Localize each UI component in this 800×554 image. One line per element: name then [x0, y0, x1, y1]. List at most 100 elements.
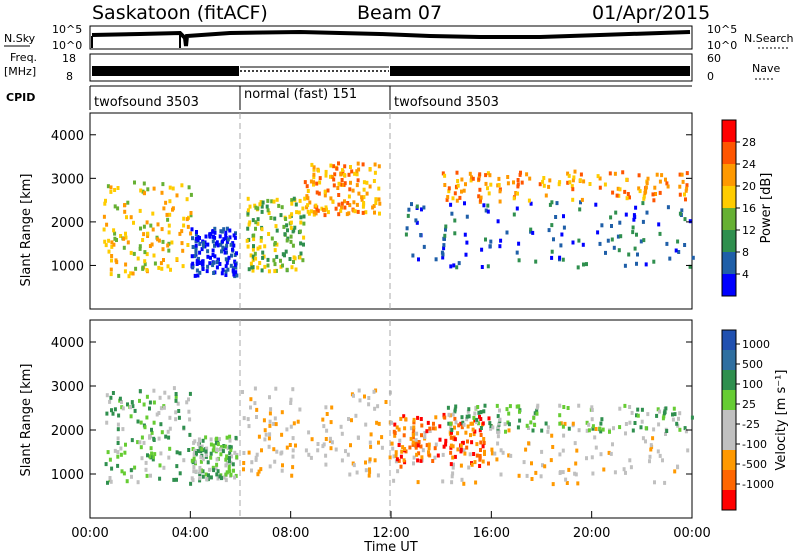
nsky-frame [89, 25, 693, 50]
scatter-cell [275, 254, 279, 259]
velocity-colorbar-frame [721, 329, 737, 511]
scatter-cell [122, 471, 126, 476]
y-tick-label: 2000 [51, 424, 84, 439]
scatter-cell [624, 422, 628, 426]
scatter-cell [676, 464, 679, 469]
scatter-cell [673, 412, 677, 417]
scatter-cell [167, 248, 171, 253]
scatter-cell [481, 459, 485, 464]
scatter-cell [684, 429, 688, 434]
scatter-cell [611, 442, 614, 447]
scatter-cell [247, 267, 251, 272]
scatter-cell [622, 467, 626, 472]
scatter-cell [272, 421, 276, 426]
scatter-cell [453, 416, 457, 421]
scatter-cell [443, 183, 447, 187]
scatter-cell [618, 406, 622, 411]
colorbar-swatch [722, 450, 736, 471]
scatter-cell [322, 442, 326, 447]
scatter-cell [198, 470, 202, 474]
scatter-cell [603, 182, 607, 187]
scatter-cell [166, 429, 170, 434]
scatter-cell [691, 255, 695, 260]
scatter-cell [301, 258, 305, 263]
scatter-cell [399, 416, 403, 421]
scatter-cell [544, 421, 548, 426]
scatter-cell [496, 429, 500, 433]
scatter-cell [106, 480, 109, 485]
scatter-cell [677, 250, 681, 254]
scatter-cell [256, 206, 260, 211]
scatter-cell [145, 415, 149, 420]
scatter-cell [451, 412, 455, 417]
scatter-cell [281, 263, 284, 268]
scatter-cell [312, 182, 315, 187]
scatter-cell [483, 452, 486, 456]
scatter-cell [479, 440, 483, 445]
scatter-cell [451, 465, 455, 470]
scatter-cell [186, 224, 190, 229]
scatter-cell [541, 179, 545, 184]
scatter-cell [198, 472, 202, 477]
scatter-cell [368, 167, 372, 171]
scatter-cell [149, 223, 153, 228]
scatter-cell [224, 273, 228, 277]
scatter-cell [425, 443, 429, 448]
scatter-cell [228, 235, 232, 240]
scatter-cell [631, 230, 635, 235]
scatter-cell [390, 441, 394, 446]
scatter-cell [150, 451, 154, 456]
scatter-cell [232, 243, 236, 248]
scatter-cell [275, 449, 279, 454]
scatter-cell [473, 460, 477, 465]
scatter-cell [153, 452, 157, 457]
scatter-cell [579, 172, 583, 177]
scatter-cell [204, 234, 208, 239]
scatter-cell [351, 188, 355, 193]
scatter-cell [109, 189, 113, 194]
scatter-cell [228, 438, 232, 443]
scatter-cell [571, 187, 575, 192]
scatter-cell [402, 414, 406, 419]
scatter-cell [585, 428, 589, 433]
colorbar-swatch [722, 430, 736, 451]
scatter-cell [268, 423, 272, 428]
scatter-cell [285, 238, 289, 243]
scatter-cell [260, 209, 264, 214]
scatter-cell [423, 435, 427, 439]
scatter-cell [493, 451, 497, 456]
scatter-cell [361, 162, 365, 167]
scatter-cell [374, 388, 378, 393]
scatter-cell [471, 427, 475, 432]
scatter-cell [673, 469, 677, 474]
scatter-cell [496, 434, 500, 439]
scatter-cell [229, 242, 233, 247]
scatter-cell [347, 417, 350, 421]
colorbar-swatch [722, 330, 736, 351]
scatter-cell [142, 232, 146, 237]
scatter-cell [414, 218, 418, 223]
scatter-cell [129, 250, 133, 255]
scatter-cell [113, 231, 117, 236]
scatter-cell [312, 165, 316, 170]
freq-unit-label: [MHz] [4, 65, 36, 78]
scatter-cell [503, 422, 507, 427]
scatter-cell [325, 207, 328, 212]
scatter-cell [360, 197, 364, 202]
nsky-label: N.Sky [4, 32, 36, 45]
scatter-cell [566, 406, 570, 410]
scatter-cell [332, 177, 336, 182]
scatter-cell [324, 405, 328, 410]
scatter-cell [283, 232, 287, 237]
scatter-cell [585, 456, 588, 461]
x-tick-label: 04:00 [172, 526, 209, 541]
scatter-cell [637, 186, 641, 191]
scatter-cell [209, 255, 212, 260]
scatter-cell [232, 233, 236, 238]
scatter-cell [462, 422, 466, 427]
scatter-cell [616, 234, 620, 239]
scatter-cell [566, 171, 570, 176]
scatter-cell [529, 420, 533, 425]
scatter-cell [224, 269, 228, 274]
scatter-cell [606, 238, 610, 243]
